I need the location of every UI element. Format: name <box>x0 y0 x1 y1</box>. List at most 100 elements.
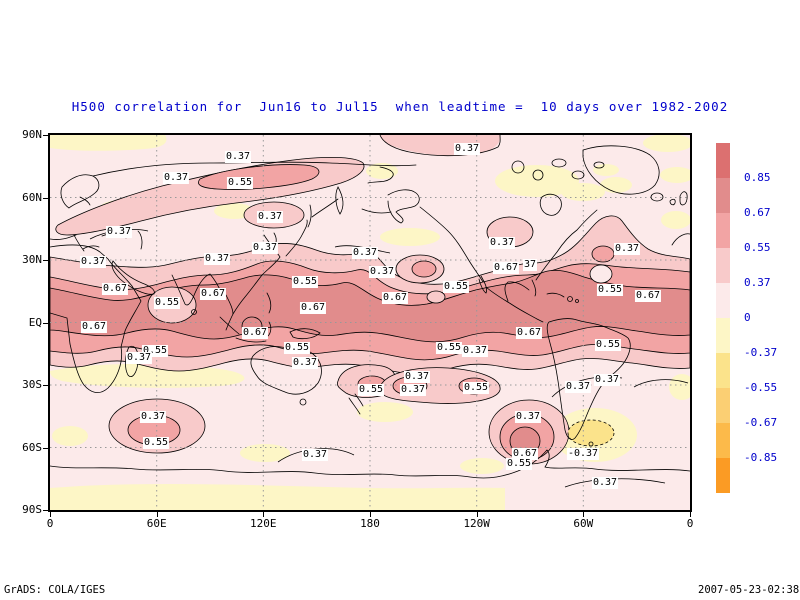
lat-tick-mark <box>43 135 48 136</box>
plot-title: H500 correlation for Jun16 to Jul15 when… <box>71 99 729 114</box>
contour-value-label: 0.55 <box>442 281 470 293</box>
contour-value-label: 0.37 <box>461 345 489 357</box>
colorbar-boundary-label: 0.85 <box>744 171 771 184</box>
lat-tick-mark <box>43 510 48 511</box>
lat-tick-label: 60N <box>22 190 42 204</box>
lat-tick-label: EQ <box>28 315 42 329</box>
lat-tick-mark <box>43 447 48 449</box>
lon-tick-label: 120E <box>250 517 277 530</box>
lon-tick-label: 60W <box>573 517 594 530</box>
contour-value-label: 0.55 <box>505 458 533 470</box>
colorbar-segment <box>716 213 730 248</box>
contour-value-label: 0.37 <box>453 143 481 155</box>
contour-value-label: 0.37 <box>203 253 231 265</box>
contour-value-label: 0.37 <box>291 357 319 369</box>
contour-value-label: 0.37 <box>613 243 641 255</box>
contour-value-label: 0.55 <box>462 382 490 394</box>
contour-value-label: 0.67 <box>199 288 227 300</box>
colorbar <box>716 143 730 493</box>
lon-tick-mark <box>370 512 371 517</box>
contour-value-label: 0.37 <box>399 384 427 396</box>
contour-value-label: 0.55 <box>153 297 181 309</box>
contour-value-label: 0.55 <box>435 342 463 354</box>
contour-value-label: 0.67 <box>381 292 409 304</box>
contour-value-label: 0.37 <box>351 247 379 259</box>
colorbar-boundary-label: 0.67 <box>744 206 771 219</box>
lon-tick-mark <box>50 512 51 517</box>
contour-value-label: 0.55 <box>596 284 624 296</box>
colorbar-segment <box>716 248 730 283</box>
lat-tick-label: 60S <box>22 440 42 454</box>
contour-value-label: 0.67 <box>515 327 543 339</box>
contour-value-label: 0.67 <box>299 302 327 314</box>
lat-tick-mark <box>43 385 48 386</box>
contour-value-label: 37 <box>522 259 538 271</box>
contour-value-label: 0.67 <box>101 283 129 295</box>
contour-value-label: 0.37 <box>79 256 107 268</box>
contour-value-label: 0.55 <box>291 276 319 288</box>
colorbar-segment <box>716 143 730 178</box>
colorbar-boundary-label: -0.67 <box>744 416 778 429</box>
contour-value-label: 0.37 <box>105 226 133 238</box>
contour-value-label: -0.37 <box>566 448 600 460</box>
colorbar-segment <box>716 388 730 423</box>
contour-value-label: 0.67 <box>241 327 269 339</box>
contour-value-label: 0.37 <box>403 371 431 383</box>
contour-value-label: 0.67 <box>511 448 539 460</box>
lat-tick-mark <box>43 260 48 261</box>
lat-tick-label: 30S <box>22 378 42 391</box>
coastlines <box>50 145 690 479</box>
contour-value-label: 0.55 <box>142 437 170 449</box>
contour-value-label: 0.37 <box>514 411 542 423</box>
lon-tick-mark <box>263 512 265 517</box>
contour-value-label: 0.37 <box>125 352 153 364</box>
colorbar-boundary-label: -0.85 <box>744 451 778 464</box>
lon-tick-label: 120W <box>463 517 490 530</box>
colorbar-boundary-label: -0.37 <box>744 346 778 359</box>
contour-value-label: 0.37 <box>301 449 329 461</box>
contour-value-label: 0.55 <box>283 342 311 354</box>
colorbar-segment <box>716 318 730 353</box>
lon-tick-label: 180 <box>360 517 380 530</box>
map-plot-area: 0.37 0.55 0.37 0.37 0.37 0.37 0.37 0.37 0.55 0.67… <box>48 133 692 512</box>
contour-value-label: 0.55 <box>226 177 254 189</box>
colorbar-segment <box>716 353 730 388</box>
contour-value-label: 0.37 <box>368 266 396 278</box>
lat-tick-mark <box>43 322 48 324</box>
contour-value-label: 0.37 <box>139 411 167 423</box>
lat-tick-label: 90N <box>22 128 42 141</box>
lon-tick-mark <box>476 512 478 517</box>
lon-tick-mark <box>156 512 158 517</box>
lon-tick-label: 0 <box>46 517 54 530</box>
contour-value-label: 0.55 <box>594 339 622 351</box>
contour-value-label: 0.67 <box>492 262 520 274</box>
contour-value-label: 0.37 <box>591 477 619 489</box>
colorbar-segment <box>716 178 730 213</box>
colorbar-boundary-label: -0.55 <box>744 381 778 394</box>
contour-value-label: 0.37 <box>224 151 252 163</box>
colorbar-segment <box>716 458 730 493</box>
lon-tick-mark <box>583 512 585 517</box>
lat-tick-label: 90S <box>22 503 42 516</box>
colorbar-boundary-label: 0.37 <box>744 276 771 289</box>
contour-value-label: 0.37 <box>488 237 516 249</box>
map-gridlines <box>50 135 690 510</box>
contour-value-label: 0.37 <box>162 172 190 184</box>
colorbar-segment <box>716 283 730 318</box>
grads-credit: GrADS: COLA/IGES <box>4 584 106 596</box>
contour-value-label: 0.55 <box>357 384 385 396</box>
contour-value-label: 0.37 <box>251 242 279 254</box>
contour-value-label: 0.37 <box>256 211 284 223</box>
lat-tick-mark <box>43 197 48 199</box>
contour-value-label: 0.67 <box>634 290 662 302</box>
lat-tick-label: 30N <box>22 253 42 266</box>
colorbar-boundary-label: 0.55 <box>744 241 771 254</box>
colorbar-segment <box>716 423 730 458</box>
lon-tick-label: 0 <box>686 517 694 530</box>
contour-value-label: 0.37 <box>593 374 621 386</box>
contour-value-label: 0.37 <box>564 381 592 393</box>
contour-value-label: 0.67 <box>80 321 108 333</box>
lon-tick-mark <box>690 512 691 517</box>
plot-timestamp: 2007-05-23-02:38 <box>698 584 800 596</box>
